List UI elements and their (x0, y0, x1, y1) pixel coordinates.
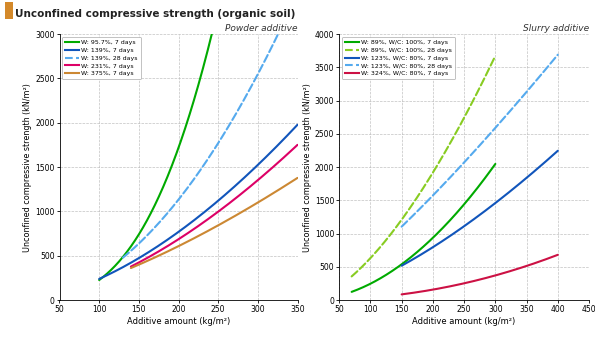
X-axis label: Additive amount (kg/m²): Additive amount (kg/m²) (412, 317, 516, 326)
Legend: W: 95.7%, 7 days, W: 139%, 7 days, W: 139%, 28 days, W: 231%, 7 days, W: 375%, 7: W: 95.7%, 7 days, W: 139%, 7 days, W: 13… (62, 36, 141, 79)
Y-axis label: Unconfined compressive strength (kN/m²): Unconfined compressive strength (kN/m²) (303, 83, 312, 252)
Text: Slurry additive: Slurry additive (523, 24, 589, 33)
X-axis label: Additive amount (kg/m²): Additive amount (kg/m²) (127, 317, 230, 326)
Y-axis label: Unconfined compressive strength (kN/m²): Unconfined compressive strength (kN/m²) (23, 83, 32, 252)
Text: Powder additive: Powder additive (225, 24, 298, 33)
Text: Unconfined compressive strength (organic soil): Unconfined compressive strength (organic… (15, 9, 295, 18)
Legend: W: 89%, W/C: 100%, 7 days, W: 89%, W/C: 100%, 28 days, W: 123%, W/C: 80%, 7 days: W: 89%, W/C: 100%, 7 days, W: 89%, W/C: … (342, 36, 455, 79)
